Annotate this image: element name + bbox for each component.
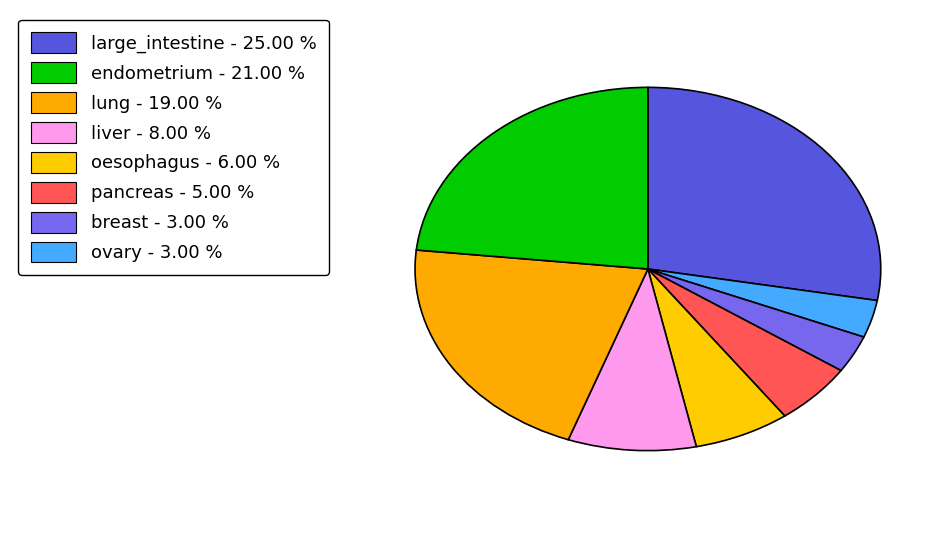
Wedge shape: [648, 87, 881, 301]
Wedge shape: [415, 250, 648, 440]
Legend: large_intestine - 25.00 %, endometrium - 21.00 %, lung - 19.00 %, liver - 8.00 %: large_intestine - 25.00 %, endometrium -…: [19, 20, 329, 275]
Wedge shape: [648, 269, 877, 337]
Wedge shape: [568, 269, 697, 451]
Wedge shape: [648, 269, 785, 447]
Wedge shape: [648, 269, 841, 416]
Wedge shape: [416, 87, 648, 269]
Wedge shape: [648, 269, 864, 371]
